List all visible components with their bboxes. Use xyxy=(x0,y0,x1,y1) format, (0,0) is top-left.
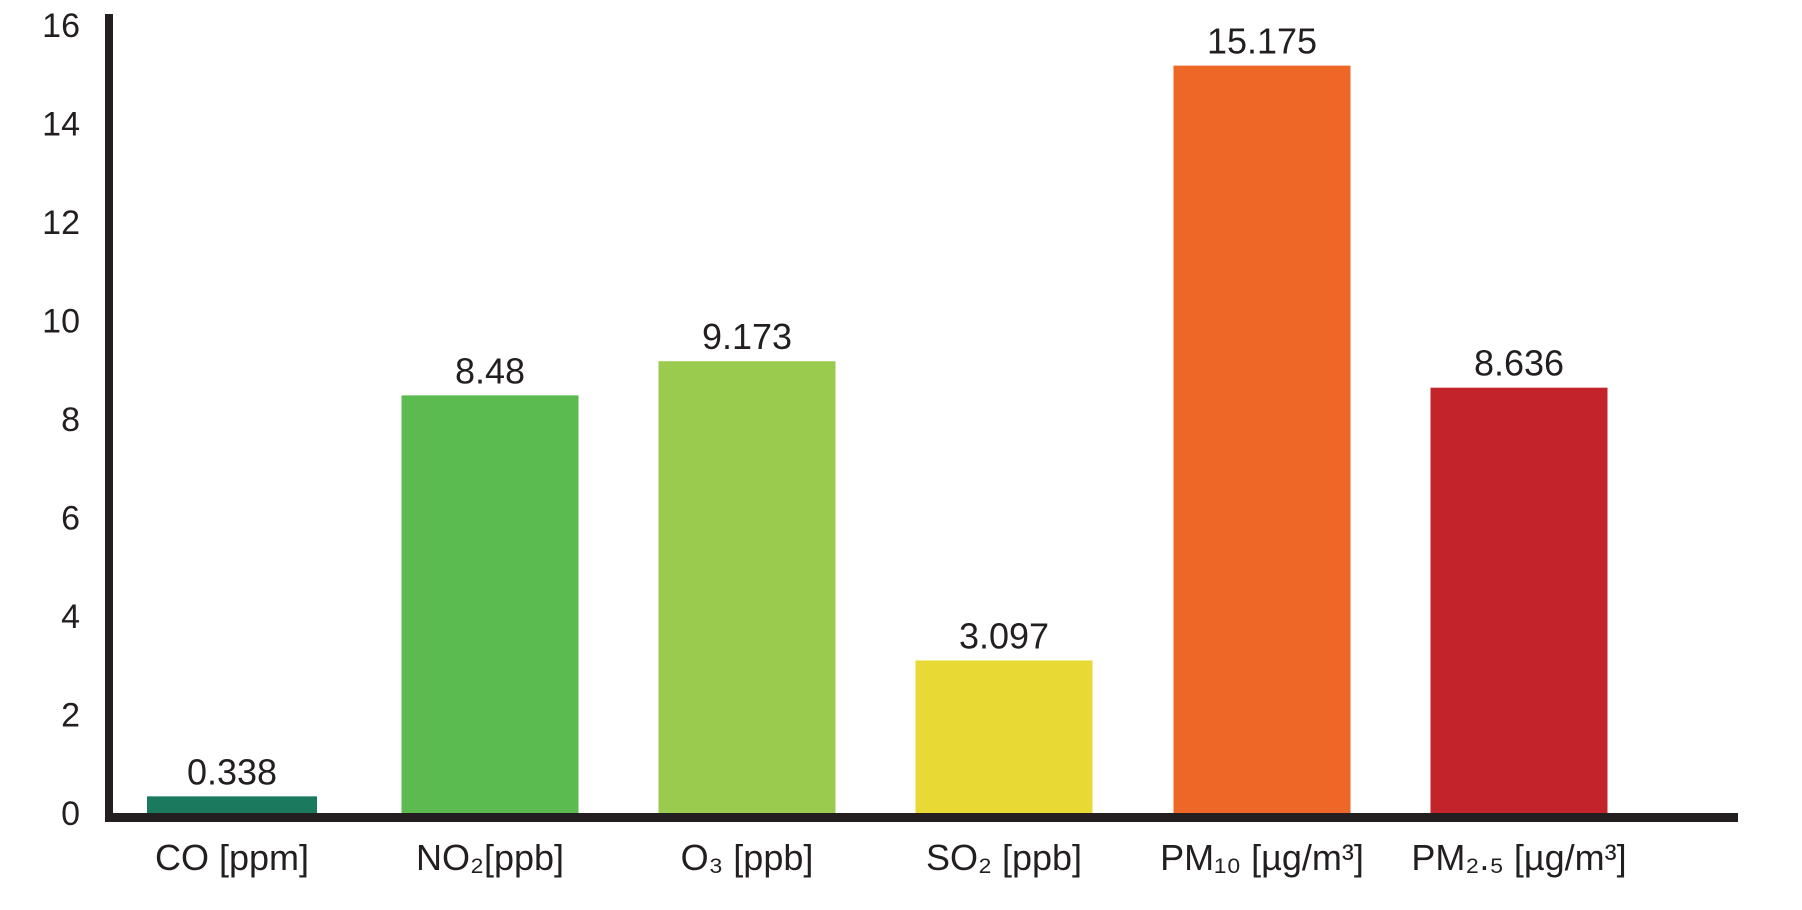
y-axis-ticks: 0 2 4 6 8 10 12 14 16 xyxy=(42,7,80,833)
bar xyxy=(1430,387,1608,813)
x-category-label: PM₂.₅ [µg/m³] xyxy=(1411,837,1626,878)
x-category-label: NO₂[ppb] xyxy=(416,837,564,878)
y-tick-label: 2 xyxy=(61,697,80,735)
value-labels-layer: 0.338 8.48 9.173 3.097 15.175 8.636 xyxy=(187,21,1564,793)
y-tick-label: 12 xyxy=(42,204,80,242)
y-tick-label: 6 xyxy=(61,500,80,538)
y-axis-line xyxy=(105,14,113,822)
bar-value-label: 8.636 xyxy=(1474,343,1564,384)
x-category-label: SO₂ [ppb] xyxy=(926,837,1082,878)
bar-value-label: 0.338 xyxy=(187,751,277,792)
y-tick-label: 8 xyxy=(61,401,80,439)
bar-value-label: 9.173 xyxy=(702,316,792,357)
bar xyxy=(915,660,1093,813)
y-tick-label: 16 xyxy=(42,7,80,45)
x-category-label: CO [ppm] xyxy=(155,837,309,878)
x-category-label: O₃ [ppb] xyxy=(681,837,814,878)
bars-layer xyxy=(147,65,1608,814)
y-tick-label: 14 xyxy=(42,106,80,144)
x-axis-line xyxy=(105,813,1738,822)
x-category-label: PM₁₀ [µg/m³] xyxy=(1160,837,1364,878)
bar xyxy=(147,796,317,813)
bar-value-label: 8.48 xyxy=(455,350,525,391)
x-axis-labels: CO [ppm] NO₂[ppb] O₃ [ppb] SO₂ [ppb] PM₁₀ [µ… xyxy=(155,837,1627,878)
y-tick-label: 0 xyxy=(61,795,80,833)
bar xyxy=(401,395,579,813)
y-tick-label: 4 xyxy=(61,598,80,636)
bar-value-label: 15.175 xyxy=(1207,21,1317,62)
bar xyxy=(1173,65,1351,814)
bar-value-label: 3.097 xyxy=(959,615,1049,656)
bar xyxy=(658,361,836,813)
y-tick-label: 10 xyxy=(42,303,80,341)
